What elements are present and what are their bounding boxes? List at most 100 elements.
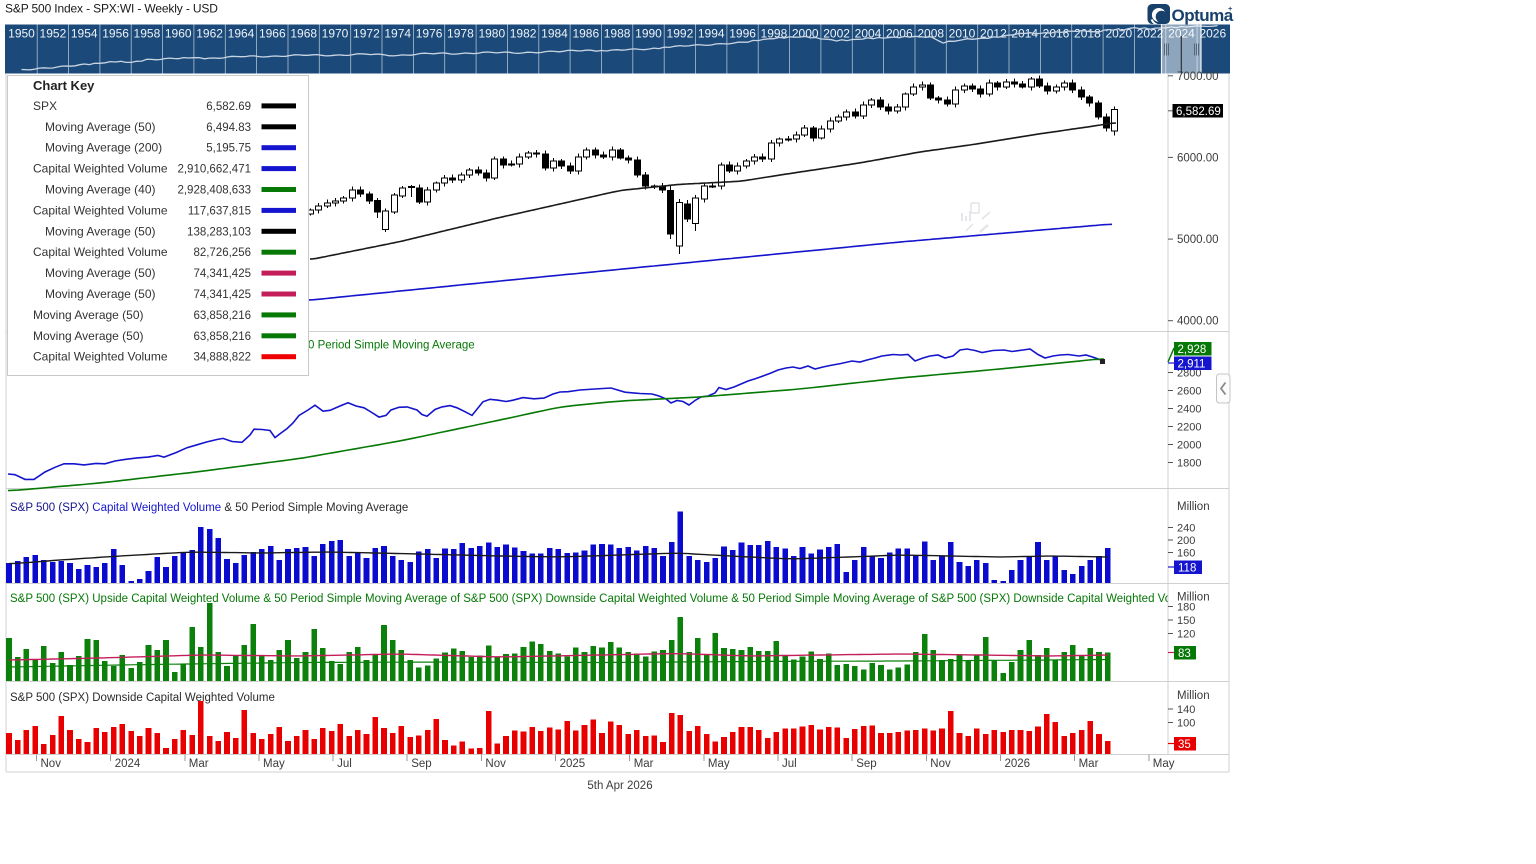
svg-text:1970: 1970 bbox=[322, 27, 349, 41]
svg-text:1960: 1960 bbox=[165, 27, 192, 41]
svg-text:Mar: Mar bbox=[1079, 758, 1099, 770]
svg-text:118: 118 bbox=[1178, 562, 1196, 574]
svg-text:34,888,822: 34,888,822 bbox=[193, 352, 251, 364]
svg-text:160: 160 bbox=[1177, 548, 1195, 560]
svg-text:63,858,216: 63,858,216 bbox=[193, 310, 251, 322]
svg-text:2026: 2026 bbox=[1005, 758, 1031, 770]
svg-text:1996: 1996 bbox=[729, 27, 756, 41]
svg-text:2006: 2006 bbox=[886, 27, 913, 41]
svg-text:180: 180 bbox=[1177, 602, 1195, 614]
svg-text:Capital Weighted Volume: Capital Weighted Volume bbox=[33, 162, 168, 176]
svg-text:S&P 500 (SPX) Upside Capital: S&P 500 (SPX) Upside Capital Weighted Vo… bbox=[10, 593, 1174, 605]
svg-text:6,582.69: 6,582.69 bbox=[1176, 106, 1221, 118]
svg-text:6,494.83: 6,494.83 bbox=[206, 122, 251, 134]
svg-text:4000.00: 4000.00 bbox=[1177, 316, 1219, 328]
svg-text:May: May bbox=[1153, 758, 1175, 770]
svg-text:1966: 1966 bbox=[259, 27, 286, 41]
svg-text:2,910,662,471: 2,910,662,471 bbox=[177, 164, 251, 176]
svg-text:6000.00: 6000.00 bbox=[1177, 152, 1219, 164]
svg-text:100: 100 bbox=[1177, 718, 1195, 730]
svg-text:2,911: 2,911 bbox=[1178, 358, 1206, 370]
svg-text:1962: 1962 bbox=[196, 27, 223, 41]
svg-text:2022: 2022 bbox=[1137, 27, 1164, 41]
svg-text:1990: 1990 bbox=[635, 27, 662, 41]
svg-text:2600: 2600 bbox=[1177, 386, 1201, 398]
svg-text:Moving Average (50): Moving Average (50) bbox=[45, 224, 156, 238]
svg-text:117,637,815: 117,637,815 bbox=[188, 205, 251, 217]
svg-text:May: May bbox=[708, 758, 730, 770]
svg-text:Nov: Nov bbox=[41, 758, 62, 770]
svg-text:200: 200 bbox=[1177, 535, 1195, 547]
svg-text:Mar: Mar bbox=[634, 758, 654, 770]
svg-text:S&P 500 (SPX) Capital Weighte: S&P 500 (SPX) Capital Weighted Volume & … bbox=[10, 502, 408, 514]
svg-text:83: 83 bbox=[1178, 648, 1191, 660]
svg-text:2004: 2004 bbox=[855, 27, 882, 41]
svg-text:2025: 2025 bbox=[560, 758, 586, 770]
svg-text:1988: 1988 bbox=[604, 27, 631, 41]
svg-text:Million: Million bbox=[1177, 501, 1210, 513]
svg-text:1956: 1956 bbox=[102, 27, 129, 41]
svg-text:Moving Average (50): Moving Average (50) bbox=[45, 266, 156, 280]
svg-text:1978: 1978 bbox=[447, 27, 474, 41]
svg-text:Mar: Mar bbox=[189, 758, 209, 770]
svg-text:1954: 1954 bbox=[71, 27, 98, 41]
svg-text:5000.00: 5000.00 bbox=[1177, 234, 1219, 246]
svg-text:Chart Key: Chart Key bbox=[33, 78, 95, 93]
svg-text:Moving Average (50): Moving Average (50) bbox=[33, 308, 144, 322]
svg-text:2200: 2200 bbox=[1177, 422, 1201, 434]
svg-text:Nov: Nov bbox=[930, 758, 951, 770]
svg-text:82,726,256: 82,726,256 bbox=[193, 247, 251, 259]
svg-text:35: 35 bbox=[1178, 739, 1191, 751]
svg-text:138,283,103: 138,283,103 bbox=[187, 226, 251, 238]
svg-text:Jul: Jul bbox=[782, 758, 797, 770]
svg-text:1958: 1958 bbox=[134, 27, 161, 41]
svg-text:2800: 2800 bbox=[1177, 368, 1201, 380]
svg-text:Capital Weighted Volume: Capital Weighted Volume bbox=[33, 350, 168, 364]
svg-text:Moving Average (40): Moving Average (40) bbox=[45, 183, 156, 197]
svg-text:Moving Average (50): Moving Average (50) bbox=[33, 329, 144, 343]
svg-text:1952: 1952 bbox=[40, 27, 67, 41]
svg-text:Optuma: Optuma bbox=[1172, 6, 1234, 25]
svg-text:1968: 1968 bbox=[290, 27, 317, 41]
svg-text:Sep: Sep bbox=[856, 758, 876, 770]
svg-text:74,341,425: 74,341,425 bbox=[193, 268, 251, 280]
svg-text:SPX: SPX bbox=[33, 99, 57, 113]
svg-text:2016: 2016 bbox=[1043, 27, 1070, 41]
svg-text:S&P 500 (SPX) Downside Capita: S&P 500 (SPX) Downside Capital Weighted … bbox=[10, 692, 275, 704]
svg-text:2,928,408,633: 2,928,408,633 bbox=[177, 185, 251, 197]
svg-text:140: 140 bbox=[1177, 704, 1195, 716]
svg-text:2000: 2000 bbox=[792, 27, 819, 41]
svg-text:Capital Weighted Volume: Capital Weighted Volume bbox=[33, 203, 168, 217]
svg-text:1986: 1986 bbox=[572, 27, 599, 41]
svg-text:1984: 1984 bbox=[541, 27, 568, 41]
svg-text:150: 150 bbox=[1177, 615, 1195, 627]
svg-text:May: May bbox=[263, 758, 285, 770]
svg-text:6,582.69: 6,582.69 bbox=[206, 101, 251, 113]
svg-text:1972: 1972 bbox=[353, 27, 380, 41]
svg-text:Moving Average (200): Moving Average (200) bbox=[45, 141, 162, 155]
svg-text:Nov: Nov bbox=[485, 758, 506, 770]
svg-text:2008: 2008 bbox=[917, 27, 944, 41]
svg-text:2024: 2024 bbox=[115, 758, 141, 770]
svg-text:Jul: Jul bbox=[337, 758, 352, 770]
svg-text:Capital Weighted Volume: Capital Weighted Volume bbox=[33, 245, 168, 259]
svg-text:5th Apr 2026: 5th Apr 2026 bbox=[587, 780, 652, 792]
svg-text:Million: Million bbox=[1177, 690, 1210, 702]
svg-text:0 Period Simple Moving Average: 0 Period Simple Moving Average bbox=[308, 340, 475, 352]
svg-text:Moving Average (50): Moving Average (50) bbox=[45, 287, 156, 301]
svg-text:1976: 1976 bbox=[416, 27, 443, 41]
svg-text:240: 240 bbox=[1177, 523, 1195, 535]
svg-text:5,195.75: 5,195.75 bbox=[206, 143, 251, 155]
svg-text:63,858,216: 63,858,216 bbox=[193, 331, 251, 343]
svg-text:1964: 1964 bbox=[228, 27, 255, 41]
svg-text:Million: Million bbox=[1177, 592, 1210, 604]
svg-text:7000.00: 7000.00 bbox=[1177, 71, 1219, 83]
svg-text:2400: 2400 bbox=[1177, 404, 1201, 416]
svg-text:Moving Average (50): Moving Average (50) bbox=[45, 120, 156, 134]
svg-text:1974: 1974 bbox=[384, 27, 411, 41]
svg-text:Sep: Sep bbox=[411, 758, 431, 770]
svg-text:1992: 1992 bbox=[667, 27, 694, 41]
svg-text:1800: 1800 bbox=[1177, 458, 1201, 470]
svg-text:S&P 500 Index - SPX:WI - Weekl: S&P 500 Index - SPX:WI - Weekly - USD bbox=[5, 2, 218, 16]
svg-text:2010: 2010 bbox=[949, 27, 976, 41]
